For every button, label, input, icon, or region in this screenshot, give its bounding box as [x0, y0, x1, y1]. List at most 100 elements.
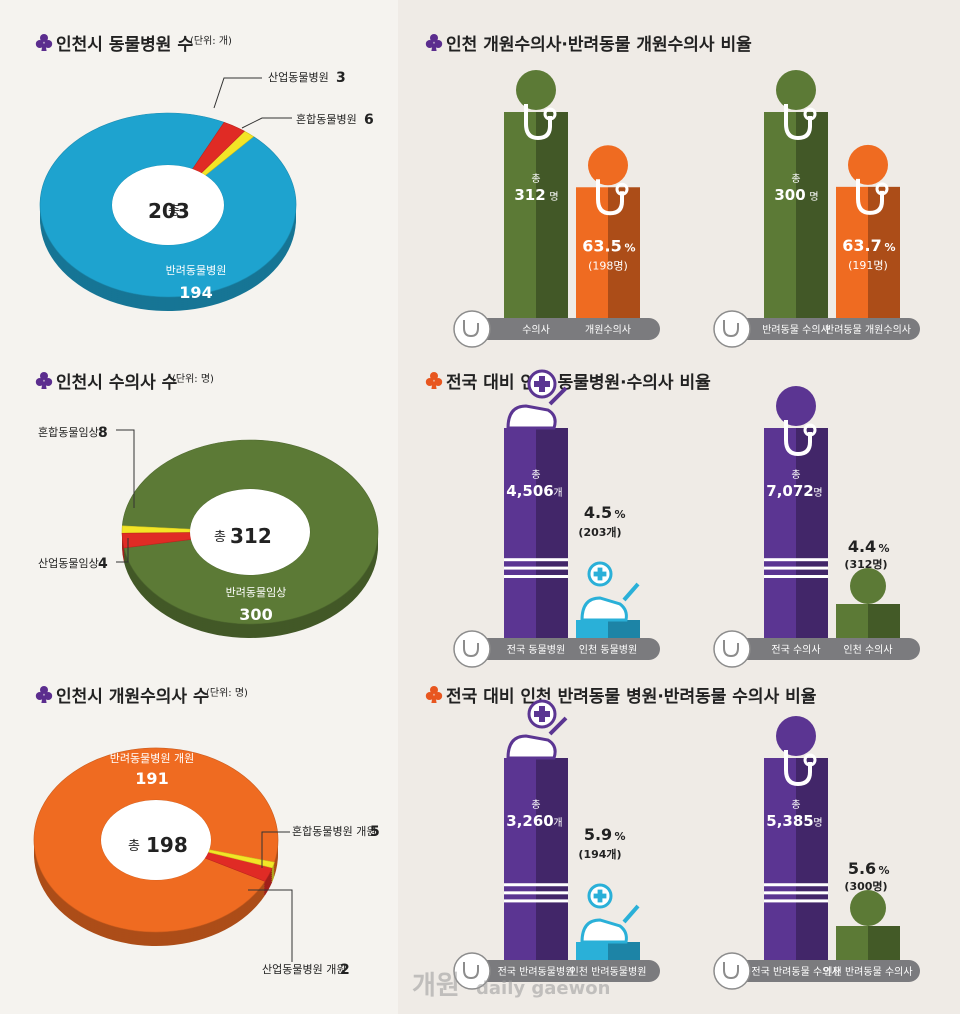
- bar-percent-sign: %: [614, 508, 625, 521]
- stethoscope-badge-icon: [453, 630, 491, 668]
- chart-unit: (단위: 개): [190, 34, 232, 47]
- chart-title: 전국 대비 인천 반려동물 병원·반려동물 수의사 비율: [446, 687, 817, 707]
- stethoscope-tube: [784, 750, 812, 787]
- bar-percent-sign: %: [878, 864, 889, 877]
- bar-stripe: [504, 575, 568, 578]
- bar-total-shade: [536, 758, 568, 960]
- total-label: 총: [214, 530, 226, 545]
- total-value: 198: [146, 833, 188, 857]
- bar-unit: 개: [553, 487, 562, 499]
- stethoscope-line-icon: [463, 640, 479, 658]
- leader-line: [248, 889, 293, 962]
- slice-label: 산업동물임상: [38, 557, 99, 570]
- club-icon: [425, 372, 443, 389]
- bar-total: [504, 758, 536, 960]
- chart-title: 인천시 개원수의사 수: [56, 687, 209, 707]
- stethoscope-badge-icon: [713, 310, 751, 348]
- bar-total-shade: [796, 428, 828, 638]
- stethoscope-icon: [588, 145, 628, 186]
- stethoscope-icon: [848, 144, 888, 185]
- bar-unit: 명: [549, 191, 558, 203]
- bar-percent: 5.6: [848, 859, 876, 878]
- bar-sub-value: (194개): [578, 847, 621, 861]
- category-pill: [462, 638, 660, 660]
- category-label: 전국 수의사: [771, 644, 820, 656]
- total-value: 203: [148, 199, 190, 223]
- bar-value: 4,506: [506, 482, 553, 500]
- donut-hole: [112, 165, 224, 245]
- bar-unit: 개: [553, 817, 562, 829]
- total-label: 총: [128, 839, 140, 854]
- slice-value: 191: [135, 769, 168, 788]
- stethoscope-line-icon: [723, 320, 739, 338]
- bar-stripe: [504, 899, 568, 903]
- category-label: 반려동물 개원수의사: [825, 324, 911, 336]
- syringe-icon: [548, 716, 568, 736]
- bar-percent-sign: %: [878, 542, 889, 555]
- stethoscope-line-icon: [463, 320, 479, 338]
- chart-title: 인천시 수의사 수: [56, 373, 178, 393]
- bar-percent: 4.5: [584, 503, 612, 522]
- bar-value: 312: [514, 186, 545, 204]
- stethoscope-tube: [856, 178, 884, 215]
- club-icon: [35, 686, 53, 703]
- person-head-icon: [850, 890, 886, 926]
- slice-label: 반려동물임상: [226, 586, 287, 599]
- bar-stripe: [764, 575, 828, 578]
- stethoscope-tube: [524, 104, 552, 141]
- watermark-text: 개원: [412, 971, 460, 1001]
- bar-stripe: [504, 883, 568, 887]
- chart-title: 전국 대비 인천 동물병원·수의사 비율: [446, 373, 711, 393]
- bar-stripe: [764, 891, 828, 895]
- slice-label: 혼합동물병원: [296, 113, 357, 126]
- bar-percent-sign: %: [884, 241, 895, 254]
- slice-label: 산업동물병원: [268, 71, 329, 84]
- bar-total: [504, 428, 536, 638]
- stethoscope-icon: [776, 70, 816, 110]
- slice-label: 산업동물병원 개원: [262, 963, 346, 976]
- bar-total-label: 총: [531, 469, 540, 481]
- donut-hole: [190, 489, 310, 575]
- category-label: 인천 반려동물 수의사: [823, 966, 912, 978]
- chart-title: 인천 개원수의사·반려동물 개원수의사 비율: [446, 35, 752, 55]
- club-icon: [425, 34, 443, 51]
- bar-total-shade: [536, 428, 568, 638]
- bar-sub-value: (191명): [848, 259, 888, 272]
- slice-label: 혼합동물병원 개원: [292, 825, 376, 838]
- stethoscope-chest: [615, 182, 629, 196]
- slice-label: 혼합동물임상: [38, 426, 99, 439]
- bar-percent: 5.9: [584, 825, 612, 844]
- stethoscope-icon: [776, 716, 816, 756]
- section-title-vets: 인천시 수의사 수 (단위: 명): [35, 372, 214, 393]
- section-title-national-ratio: 전국 대비 인천 동물병원·수의사 비율: [425, 372, 711, 393]
- dog-icon: [506, 404, 557, 430]
- syringe-icon: [622, 904, 640, 924]
- slice-label: 반려동물병원: [166, 264, 227, 277]
- category-label: 인천 수의사: [843, 644, 892, 656]
- bar-sub-value: (300명): [844, 879, 887, 893]
- stethoscope-tube: [784, 420, 812, 457]
- bar-sub-value: (198명): [588, 259, 628, 272]
- dog-icon: [580, 596, 628, 622]
- bar-sub-value: (203개): [578, 525, 621, 539]
- stethoscope-chest: [875, 182, 889, 196]
- stethoscope-line-icon: [463, 962, 479, 980]
- bar-group: 총7,072 명 4.4 % (312명) 전국 수의사 인천 수의사: [713, 386, 920, 668]
- bar-percent: 63.7: [842, 236, 881, 255]
- leader-line: [116, 429, 135, 508]
- dog-icon: [506, 734, 557, 760]
- slice-value: 2: [340, 962, 350, 978]
- bar-stripe: [504, 891, 568, 895]
- bar-value: 5,385: [766, 812, 813, 830]
- donut-hole: [101, 800, 211, 880]
- syringe-icon: [622, 582, 640, 602]
- category-label: 전국 동물병원: [507, 644, 565, 656]
- leader-line: [261, 831, 290, 868]
- slice-value: 194: [179, 283, 212, 302]
- slice-label: 반려동물병원 개원: [110, 752, 194, 765]
